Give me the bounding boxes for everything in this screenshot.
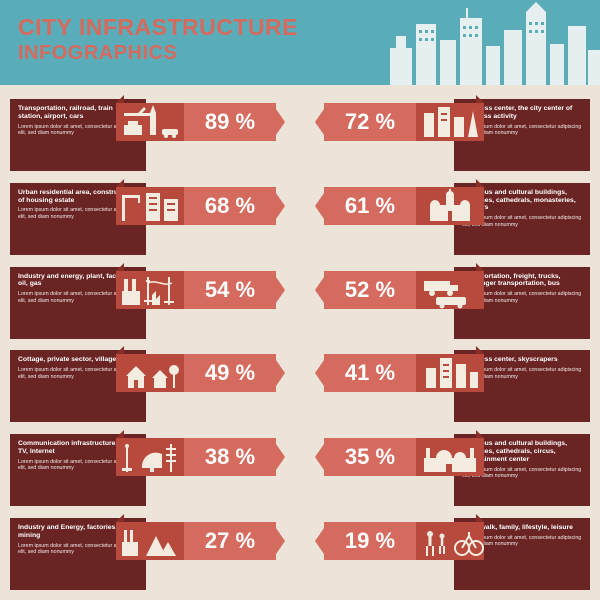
percent-ribbon: 38 % (184, 438, 276, 476)
percent-ribbon: 27 % (184, 522, 276, 560)
header-skyline (390, 0, 600, 85)
percent-ribbon: 52 % (324, 271, 416, 309)
left-row: Urban residential area, construction of … (10, 179, 291, 255)
percent-ribbon: 19 % (324, 522, 416, 560)
left-row: Communication infrastructure, radio, TV,… (10, 430, 291, 506)
percent-ribbon: 72 % (324, 103, 416, 141)
percent-ribbon: 49 % (184, 354, 276, 392)
residential-construction-icon (116, 179, 184, 225)
left-row: Cottage, private sector, villagesLorem i… (10, 346, 291, 422)
skyscrapers-icon (416, 346, 484, 392)
header: CITY INFRASTRUCTURE INFOGRAPHICS (0, 0, 600, 85)
header-text-block: CITY INFRASTRUCTURE INFOGRAPHICS (0, 0, 390, 85)
right-column: Business center, the city center of busi… (309, 95, 590, 590)
right-row: Business center, the city center of busi… (309, 95, 590, 171)
industry-energy-icon (116, 263, 184, 309)
percent-ribbon: 68 % (184, 187, 276, 225)
right-row: Business center, skyscrapersLorem ipsum … (309, 346, 590, 422)
percent-ribbon: 61 % (324, 187, 416, 225)
entertainment-icon (416, 430, 484, 476)
business-center-icon (416, 95, 484, 141)
percent-ribbon: 41 % (324, 354, 416, 392)
main-area: Transportation, railroad, train station,… (0, 85, 600, 600)
right-row: Park, walk, family, lifestyle, leisureLo… (309, 514, 590, 590)
communication-icon (116, 430, 184, 476)
left-row: Transportation, railroad, train station,… (10, 95, 291, 171)
left-row: Industry and Energy, factories, coal min… (10, 514, 291, 590)
park-leisure-icon (416, 514, 484, 560)
right-row: Religious and cultural buildings, church… (309, 430, 590, 506)
freight-transport-icon (416, 263, 484, 309)
header-title: CITY INFRASTRUCTURE (18, 14, 372, 40)
mining-industry-icon (116, 514, 184, 560)
header-subtitle: INFOGRAPHICS (18, 42, 372, 65)
infographic-canvas: CITY INFRASTRUCTURE INFOGRAPHICS (0, 0, 600, 600)
left-row: Industry and energy, plant, factory, oil… (10, 263, 291, 339)
percent-ribbon: 89 % (184, 103, 276, 141)
transport-air-rail-icon (116, 95, 184, 141)
percent-ribbon: 54 % (184, 271, 276, 309)
cottage-village-icon (116, 346, 184, 392)
religious-cultural-icon (416, 179, 484, 225)
right-row: Religious and cultural buildings, church… (309, 179, 590, 255)
left-column: Transportation, railroad, train station,… (10, 95, 291, 590)
percent-ribbon: 35 % (324, 438, 416, 476)
right-row: Transportation, freight, trucks, passeng… (309, 263, 590, 339)
skyline-icon (390, 0, 600, 85)
